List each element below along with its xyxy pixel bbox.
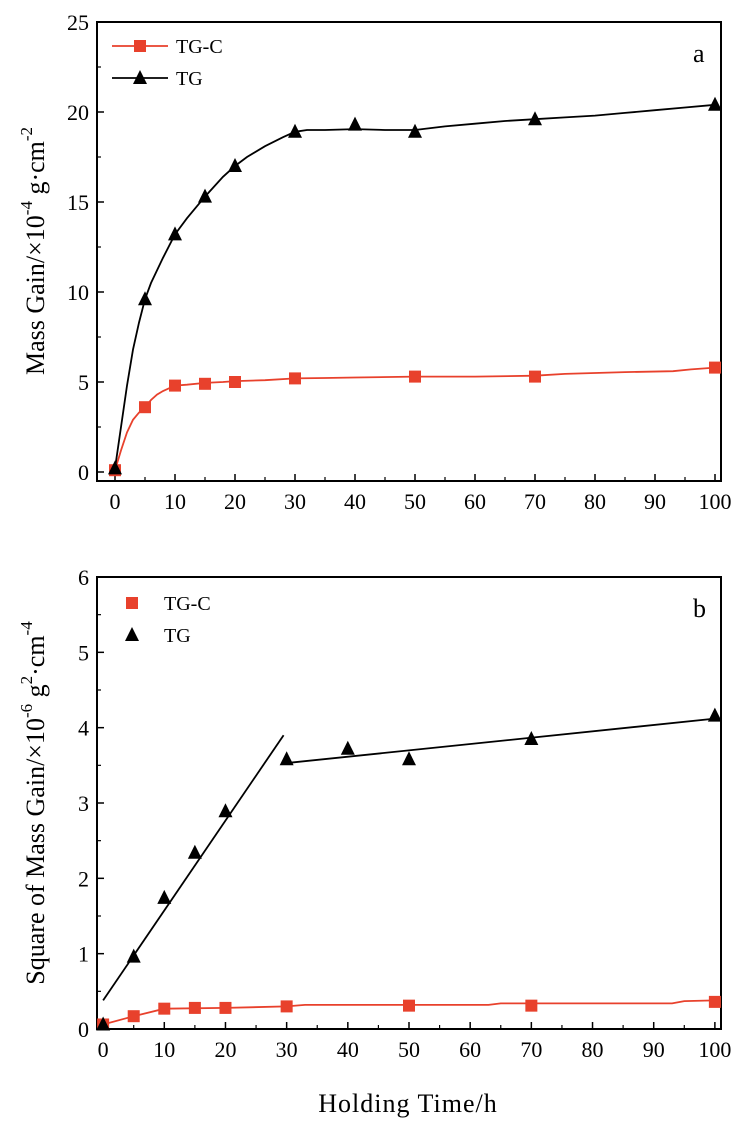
plot-frame — [96, 21, 722, 482]
x-axis-title: Holding Time/h — [318, 1089, 497, 1118]
series-tg-c-point — [709, 361, 721, 374]
legend-label: TG-C — [164, 593, 211, 615]
tick-marks: 0 10 20 30 40 50 60 70 80 90 100 0 1 2 3 4 5 6 — [78, 565, 731, 1062]
series-tg-c-point — [219, 1001, 232, 1014]
series-tg-point — [408, 123, 422, 138]
series-tg-point — [96, 1016, 111, 1031]
x-tick-label: 70 — [520, 1037, 542, 1062]
legend-marker — [125, 627, 139, 641]
series-tg-point — [524, 730, 539, 745]
legend-label: TG — [176, 68, 203, 90]
panel-b-chart: 0 10 20 30 40 50 60 70 80 90 100 0 1 2 3 4 5 6 TG-C TG b S… — [17, 565, 731, 1118]
x-tick-label: 10 — [164, 489, 186, 514]
y-tick-label: 2 — [78, 866, 89, 891]
series-tg-c-point — [169, 379, 181, 392]
series-tg-c-point — [708, 995, 721, 1008]
series-tg-c-point — [127, 1010, 140, 1023]
y-tick-label: 4 — [78, 716, 89, 741]
series-group — [108, 96, 722, 477]
series-tg-point — [126, 948, 141, 963]
series-tg-point — [218, 803, 233, 818]
x-tick-label: 90 — [643, 1037, 665, 1062]
series-tg-c-point — [409, 370, 421, 383]
legend: TG-C TG — [125, 593, 211, 647]
series-tg-point — [168, 226, 182, 241]
series-tg-c-point — [229, 376, 241, 388]
series-tg-fit-line — [286, 717, 715, 764]
series-tg-point — [288, 123, 302, 138]
x-tick-label: 80 — [582, 1037, 604, 1062]
series-tg-point — [528, 111, 542, 126]
series-tg-point — [187, 844, 202, 859]
series-tg-c-point — [403, 999, 415, 1012]
y-tick-label: 15 — [67, 190, 89, 215]
series-tg-point — [340, 740, 355, 755]
x-tick-label: 40 — [344, 489, 366, 514]
x-tick-label: 90 — [644, 489, 666, 514]
series-tg-point — [198, 188, 212, 203]
legend-marker — [133, 70, 147, 84]
panel-label: a — [693, 39, 705, 68]
x-tick-label: 30 — [276, 1037, 298, 1062]
series-tg-c-point — [280, 1000, 293, 1013]
x-tick-label: 50 — [404, 489, 426, 514]
x-tick-label: 80 — [584, 489, 606, 514]
series-tg-point — [707, 707, 722, 722]
y-tick-label: 6 — [78, 565, 89, 590]
x-tick-label: 60 — [464, 489, 486, 514]
series-tg-c-point — [525, 999, 538, 1012]
y-tick-label: 3 — [78, 791, 89, 816]
series-tg-c-point — [289, 372, 301, 385]
y-tick-label: 25 — [67, 10, 89, 35]
series-tg-point — [279, 751, 294, 766]
series-tg-point — [402, 751, 416, 766]
series-tg-point — [108, 460, 122, 475]
series-tg-line — [114, 103, 716, 469]
y-axis-title: Mass Gain/×10-4 g·cm-2 — [17, 127, 50, 375]
series-tg-point — [138, 291, 152, 306]
x-tick-label: 20 — [224, 489, 246, 514]
x-tick-label: 20 — [214, 1037, 236, 1062]
series-tg-point — [348, 116, 362, 131]
legend-label: TG — [164, 625, 191, 647]
series-tg-c-point — [188, 1001, 201, 1014]
y-tick-label: 5 — [78, 640, 89, 665]
series-tg-point — [708, 96, 722, 111]
y-axis-title: Square of Mass Gain/×10-6 g2·cm-4 — [17, 621, 50, 985]
y-tick-label: 20 — [67, 100, 89, 125]
y-tick-label: 0 — [78, 1017, 89, 1042]
legend-marker — [134, 40, 146, 52]
y-tick-label: 1 — [78, 942, 89, 967]
tick-marks: 0 10 20 30 40 50 60 70 80 90 100 0 5 10 15 20 25 — [67, 10, 732, 514]
panel-label: b — [693, 594, 706, 623]
y-tick-label: 0 — [78, 460, 89, 485]
x-tick-label: 10 — [153, 1037, 175, 1062]
series-tg-point — [157, 889, 172, 904]
legend: TG-C TG — [112, 36, 223, 90]
series-group — [96, 707, 722, 1031]
x-tick-label: 0 — [98, 1037, 109, 1062]
series-tg-point — [228, 158, 242, 172]
x-tick-label: 50 — [398, 1037, 420, 1062]
x-tick-label: 30 — [284, 489, 306, 514]
series-tg-c-point — [158, 1002, 171, 1015]
y-tick-label: 5 — [78, 370, 89, 395]
legend-label: TG-C — [176, 36, 223, 58]
x-tick-label: 60 — [459, 1037, 481, 1062]
series-tg-c-point — [529, 370, 541, 383]
x-tick-label: 100 — [699, 489, 732, 514]
legend-marker — [126, 597, 138, 609]
x-tick-label: 70 — [524, 489, 546, 514]
series-tg-c-point — [199, 377, 211, 390]
x-tick-label: 100 — [698, 1037, 731, 1062]
series-tg-c-point — [139, 401, 151, 414]
x-tick-label: 0 — [110, 489, 121, 514]
y-tick-label: 10 — [67, 280, 89, 305]
x-tick-label: 40 — [337, 1037, 359, 1062]
